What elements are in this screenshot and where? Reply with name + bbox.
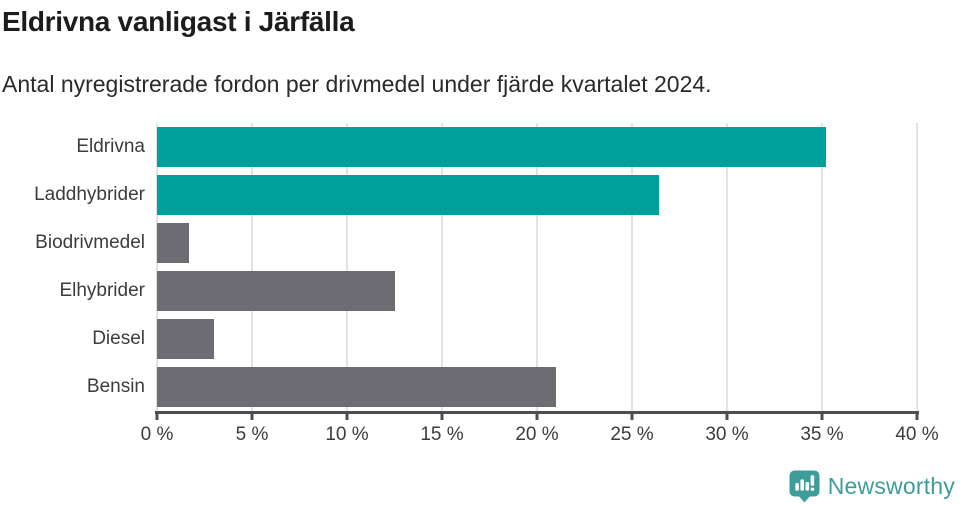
axis-tick — [250, 411, 254, 420]
bar-track — [157, 315, 917, 363]
bar-row: Laddhybrider — [0, 171, 960, 219]
axis-tick — [820, 411, 824, 420]
x-tick-label: 5 % — [235, 424, 269, 445]
gridline — [631, 123, 633, 411]
bar-biodrivmedel — [157, 223, 190, 263]
gridline — [726, 123, 728, 411]
x-tick-label: 0 % — [140, 424, 174, 445]
bar-track — [157, 171, 917, 219]
bar-track — [157, 219, 917, 267]
bar-track — [157, 123, 917, 171]
bar-row: Elhybrider — [0, 267, 960, 315]
category-label-biodrivmedel: Biodrivmedel — [35, 232, 145, 253]
x-tick-label: 20 % — [515, 424, 559, 445]
gridline — [156, 123, 158, 411]
category-label-elhybrider: Elhybrider — [59, 280, 145, 301]
bar-row: Diesel — [0, 315, 960, 363]
gridline — [441, 123, 443, 411]
bar-rows: Eldrivna Laddhybrider Biodrivmedel Elhyb… — [0, 123, 960, 411]
bar-elhybrider — [157, 271, 395, 311]
bar-diesel — [157, 319, 214, 359]
grid-layer — [156, 123, 918, 411]
x-axis: 0 % 5 % 10 % 15 % 20 % 25 % 30 % 35 % 40… — [141, 411, 939, 451]
category-label-diesel: Diesel — [92, 328, 145, 349]
bar-eldrivna — [157, 127, 826, 167]
axis-tick — [535, 411, 539, 420]
axis-tick — [630, 411, 634, 420]
axis-tick — [155, 411, 159, 420]
axis-tick — [915, 411, 919, 420]
gridline — [536, 123, 538, 411]
bar-row: Biodrivmedel — [0, 219, 960, 267]
category-label-eldrivna: Eldrivna — [76, 136, 145, 157]
bar-row: Bensin — [0, 363, 960, 411]
newsworthy-speech-bubble-chart-icon — [789, 470, 820, 503]
gridline — [251, 123, 253, 411]
x-tick-label: 35 % — [800, 424, 844, 445]
axis-tick — [440, 411, 444, 420]
axis-tick — [725, 411, 729, 420]
chart-subtitle: Antal nyregistrerade fordon per drivmede… — [2, 71, 712, 97]
bar-track — [157, 267, 917, 315]
gridline — [916, 123, 918, 411]
x-tick-label: 10 % — [325, 424, 369, 445]
bar-chart: Eldrivna Laddhybrider Biodrivmedel Elhyb… — [0, 123, 960, 411]
category-label-bensin: Bensin — [86, 376, 145, 397]
newsworthy-logo-text: Newsworthy — [827, 473, 955, 499]
gridline — [346, 123, 348, 411]
bar-bensin — [157, 367, 556, 407]
x-tick-label: 30 % — [705, 424, 749, 445]
newsworthy-logo[interactable]: Newsworthy — [789, 470, 955, 503]
x-tick-label: 25 % — [610, 424, 654, 445]
bar-laddhybrider — [157, 175, 659, 215]
category-label-laddhybrider: Laddhybrider — [34, 184, 145, 205]
x-tick-label: 40 % — [895, 424, 939, 445]
bar-row: Eldrivna — [0, 123, 960, 171]
bar-track — [157, 363, 917, 411]
gridline — [821, 123, 823, 411]
chart-title: Eldrivna vanligast i Järfälla — [2, 6, 355, 37]
axis-tick — [345, 411, 349, 420]
x-tick-label: 15 % — [420, 424, 464, 445]
